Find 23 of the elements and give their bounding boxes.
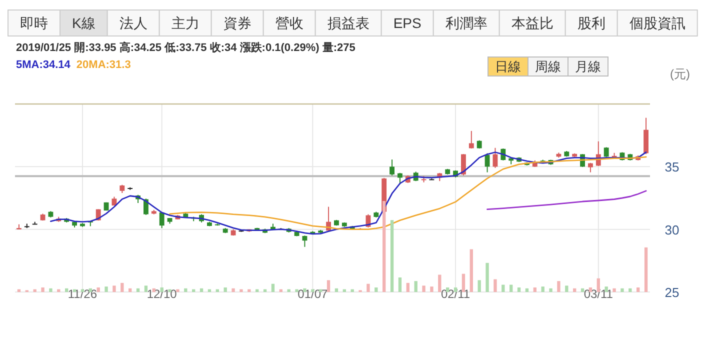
y-axis-title: (元) <box>670 67 690 81</box>
tab: 法人 <box>106 10 160 36</box>
tab: 損益表 <box>314 10 382 36</box>
tab: 個股資訊 <box>616 10 698 36</box>
y-tick-label: 30 <box>664 222 680 238</box>
tab: 本益比 <box>498 10 566 36</box>
tab: K線 <box>60 10 108 36</box>
tab: 資券 <box>210 10 264 36</box>
y-tick-label: 35 <box>664 160 680 175</box>
button: 月線 <box>568 56 608 76</box>
text: 5MA:34.14 <box>16 59 72 71</box>
tab: 利潤率 <box>432 10 500 36</box>
tab: 即時 <box>8 10 60 36</box>
tab: 股利 <box>564 10 618 36</box>
tab: 主力 <box>158 10 212 36</box>
button: 日線 <box>488 56 528 76</box>
button: 周線 <box>528 56 568 76</box>
y-tick-label: 25 <box>664 285 680 300</box>
x-tick-label: 12/10 <box>146 287 178 301</box>
tab: 營收 <box>262 10 316 36</box>
text: 20MA:31.3 <box>76 59 131 71</box>
chart-title: 2019/01/25 開:33.95 高:34.25 低:33.75 收:34 漲跌:0.1(0.29%) 量:275 <box>16 41 356 54</box>
tab: EPS <box>380 10 434 36</box>
